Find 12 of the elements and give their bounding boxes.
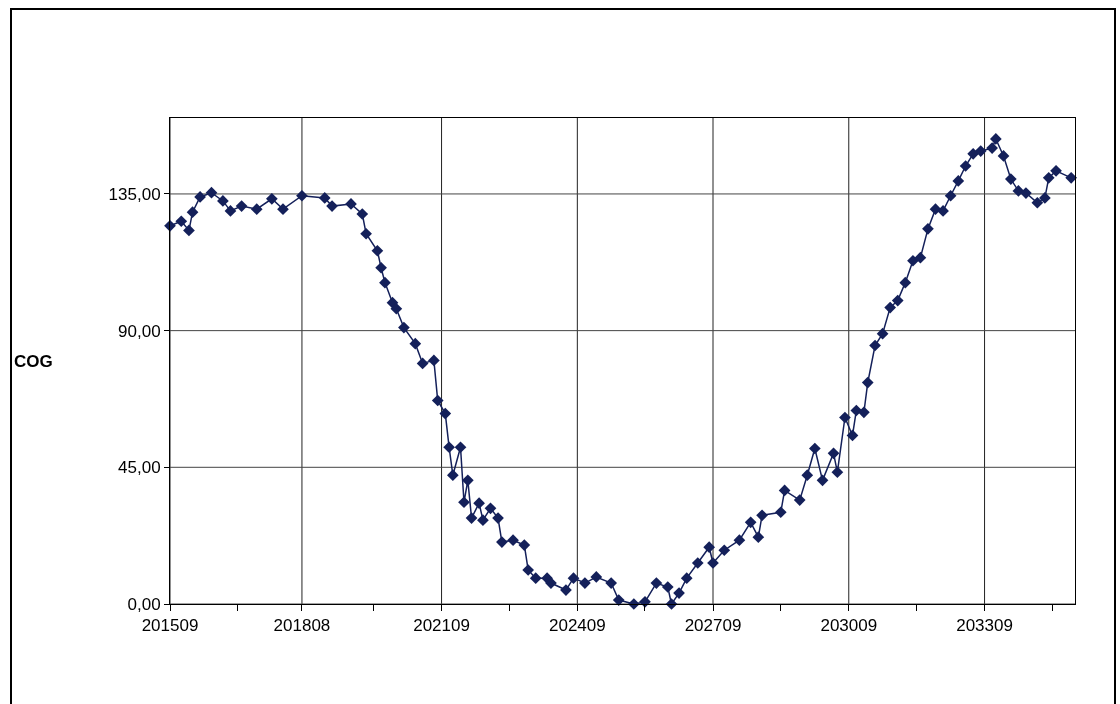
x-tick-label: 201808 xyxy=(273,616,331,636)
x-tick-label: 201509 xyxy=(141,616,199,636)
y-tick-label: 45,00 xyxy=(118,458,161,478)
x-tick-label: 202709 xyxy=(684,616,742,636)
y-tick-label: 0,00 xyxy=(127,594,161,614)
y-axis-title: COG xyxy=(14,352,53,371)
x-tick-label: 203309 xyxy=(956,616,1013,636)
y-tick-label: 90,00 xyxy=(118,321,161,341)
x-tick-label: 202409 xyxy=(548,616,606,636)
x-tick-label: 202109 xyxy=(413,616,470,636)
y-tick-label: 135,00 xyxy=(108,184,161,204)
x-tick-label: 203009 xyxy=(820,616,878,636)
